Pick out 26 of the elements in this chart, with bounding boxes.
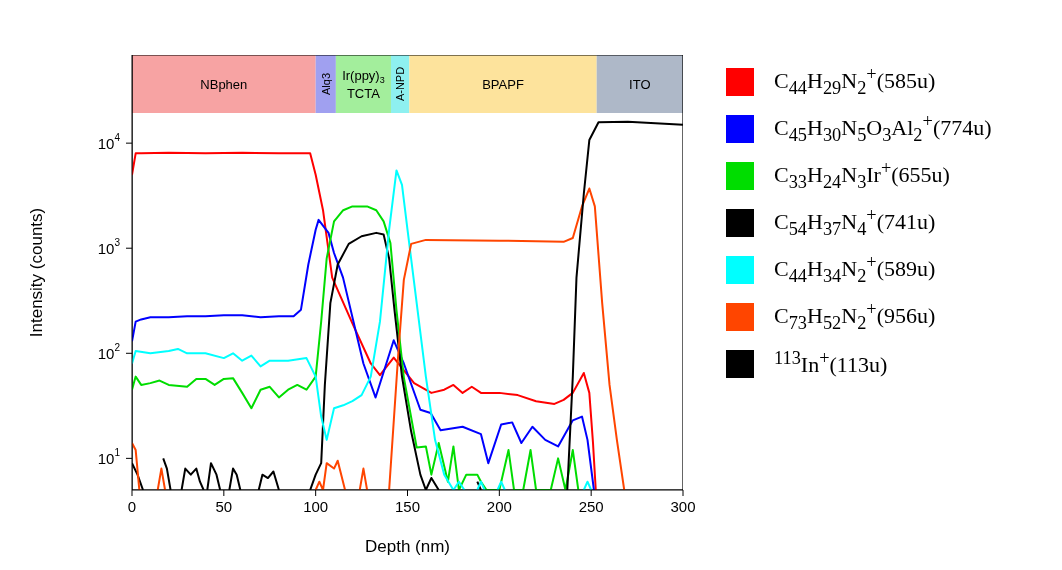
text: C$_{33}$H$_{24}$N$_{3}$Ir$^{+}$(655u) <box>774 158 950 192</box>
x-tick-label: 50 <box>215 498 233 515</box>
band-label: NBphen <box>200 76 248 92</box>
legend-label: C$_{44}$H$_{29}$N$_{2}$$^{+}$(585u) <box>774 64 936 99</box>
band-label: ITO <box>629 76 651 92</box>
band-label: Alq3 <box>319 72 332 96</box>
x-tick-label: 0 <box>127 498 137 515</box>
text: C$_{45}$H$_{30}$N$_{5}$O$_{3}$Al$_{2}$$^{+}$(774u) <box>774 111 992 145</box>
y-tick-label: 10$^{3}$ <box>97 237 121 257</box>
band-label: BPAPF <box>482 76 524 92</box>
x-tick-label: 150 <box>394 498 421 515</box>
y-tick-label: 10$^{4}$ <box>97 132 121 152</box>
x-axis-title: Depth (nm) <box>364 537 451 556</box>
x-tick-label: 300 <box>670 498 696 515</box>
y-axis-title: Intensity (counts) <box>27 207 47 338</box>
legend-label: C$_{73}$H$_{52}$N$_{2}$$^{+}$(956u) <box>774 299 936 334</box>
x-tick-label: 200 <box>486 498 512 515</box>
band-label: Ir(ppy)$_{3}$ TCTA <box>342 67 385 101</box>
y-tick-label: 10$^{1}$ <box>97 447 121 467</box>
band-label: A-NPD <box>394 66 407 102</box>
legend-label: $^{113}$In$^{+}$(113u) <box>774 348 888 379</box>
x-tick-label: 250 <box>578 498 604 515</box>
legend-label: C$_{54}$H$_{37}$N$_{4}$$^{+}$(741u) <box>774 205 936 240</box>
y-tick-label: 10$^{2}$ <box>97 342 121 362</box>
legend-label: C$_{44}$H$_{34}$N$_{2}$$^{+}$(589u) <box>774 252 936 287</box>
x-tick-label: 100 <box>303 498 329 515</box>
